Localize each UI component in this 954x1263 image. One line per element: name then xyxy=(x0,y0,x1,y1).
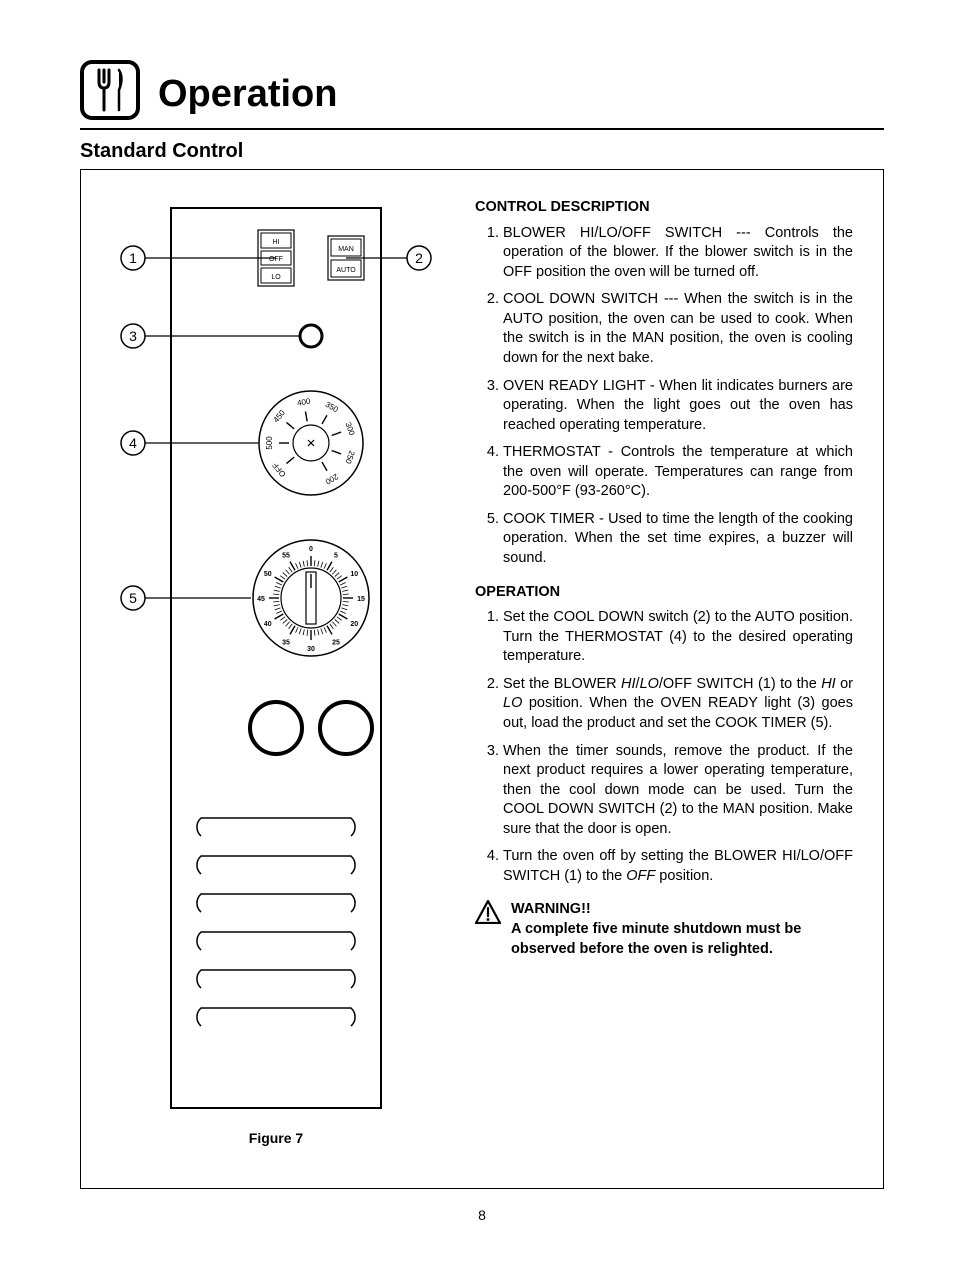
page-title: Operation xyxy=(158,73,337,116)
warning-icon xyxy=(475,900,501,959)
list-item: THERMOSTAT - Controls the temperature at… xyxy=(503,443,853,502)
list-item: Set the BLOWER HI/LO/OFF SWITCH (1) to t… xyxy=(503,675,853,734)
svg-text:0: 0 xyxy=(309,546,313,553)
utensils-icon xyxy=(80,60,140,120)
svg-text:30: 30 xyxy=(307,646,315,653)
svg-text:AUTO: AUTO xyxy=(336,267,356,274)
svg-text:500: 500 xyxy=(265,436,274,450)
svg-text:35: 35 xyxy=(282,639,290,646)
control-panel-figure: 1 2 3 4 xyxy=(111,198,441,1118)
svg-text:20: 20 xyxy=(350,621,358,628)
operation-list: Set the COOL DOWN switch (2) to the AUTO… xyxy=(475,608,853,886)
header: Operation xyxy=(80,60,884,120)
svg-text:HI: HI xyxy=(273,239,280,246)
page-number: 8 xyxy=(80,1207,884,1223)
figure-caption: Figure 7 xyxy=(249,1130,303,1146)
content-frame: 1 2 3 4 xyxy=(80,169,884,1189)
list-item: COOK TIMER - Used to time the length of … xyxy=(503,510,853,569)
svg-text:300: 300 xyxy=(343,421,356,437)
list-item: Set the COOL DOWN switch (2) to the AUTO… xyxy=(503,608,853,667)
list-item: COOL DOWN SWITCH --- When the switch is … xyxy=(503,290,853,368)
control-description-heading: CONTROL DESCRIPTION xyxy=(475,198,853,218)
svg-text:40: 40 xyxy=(264,621,272,628)
svg-text:450: 450 xyxy=(271,408,287,424)
callout-1: 1 xyxy=(129,250,137,266)
operation-heading: OPERATION xyxy=(475,583,853,603)
svg-text:25: 25 xyxy=(332,639,340,646)
svg-text:350: 350 xyxy=(324,400,341,415)
warning-text: A complete five minute shutdown must be … xyxy=(511,920,853,959)
svg-text:10: 10 xyxy=(350,571,358,578)
svg-text:15: 15 xyxy=(357,596,365,603)
svg-text:OFF: OFF xyxy=(271,461,288,479)
callout-5: 5 xyxy=(129,590,137,606)
list-item: OVEN READY LIGHT - When lit indicates bu… xyxy=(503,377,853,436)
warning-label: WARNING!! xyxy=(511,900,853,920)
svg-text:50: 50 xyxy=(264,571,272,578)
section-subtitle: Standard Control xyxy=(80,140,884,163)
callout-4: 4 xyxy=(129,435,137,451)
svg-text:MAN: MAN xyxy=(338,246,354,253)
control-description-list: BLOWER HI/LO/OFF SWITCH --- Controls the… xyxy=(475,224,853,569)
svg-text:200: 200 xyxy=(323,472,340,487)
svg-text:250: 250 xyxy=(343,449,356,465)
svg-text:45: 45 xyxy=(257,596,265,603)
svg-text:5: 5 xyxy=(334,553,338,560)
callout-2: 2 xyxy=(415,250,423,266)
svg-text:400: 400 xyxy=(296,396,311,407)
svg-text:LO: LO xyxy=(271,274,281,281)
callout-3: 3 xyxy=(129,328,137,344)
list-item: Turn the oven off by setting the BLOWER … xyxy=(503,847,853,886)
list-item: When the timer sounds, remove the produc… xyxy=(503,742,853,840)
list-item: BLOWER HI/LO/OFF SWITCH --- Controls the… xyxy=(503,224,853,283)
svg-text:55: 55 xyxy=(282,553,290,560)
divider xyxy=(80,128,884,130)
svg-text:OFF: OFF xyxy=(269,256,283,263)
